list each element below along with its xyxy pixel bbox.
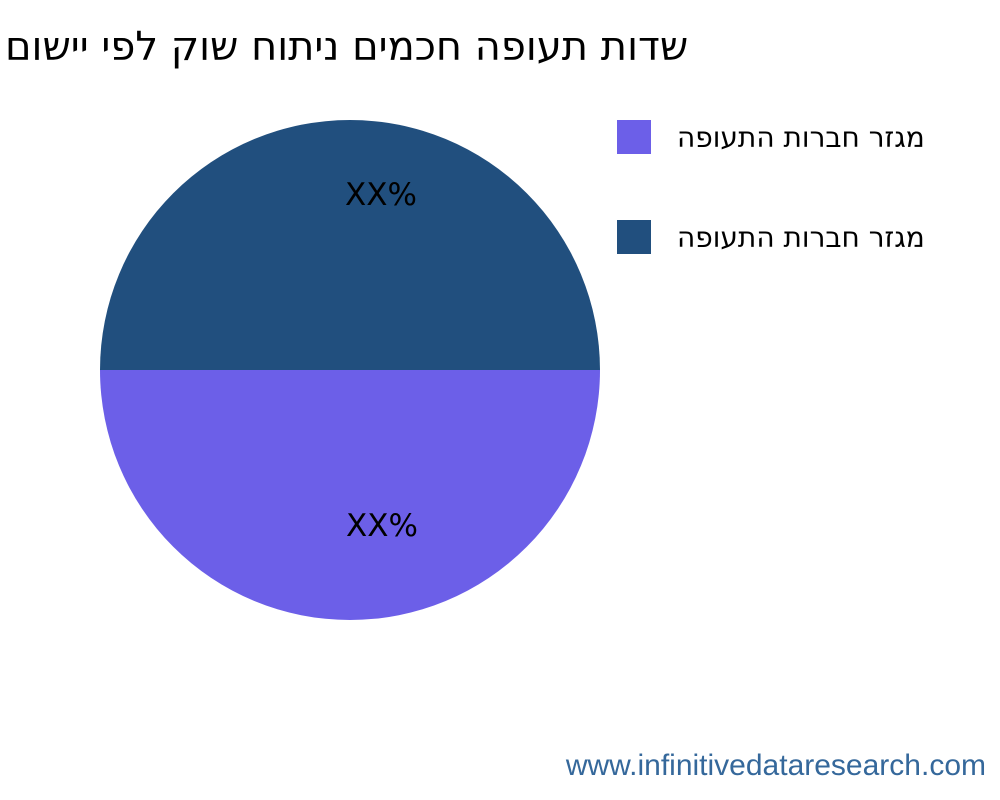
pie-slice-percent-label-top: XX% [345,177,417,213]
legend-item: מגזר חברות התעופה [617,220,925,254]
legend-item: מגזר חברות התעופה [617,120,925,154]
legend: מגזר חברות התעופה מגזר חברות התעופה [617,120,925,254]
chart-title: שדות תעופה חכמים ניתוח שוק לפי יישום [5,24,689,70]
pie-chart: XX% XX% [100,120,600,620]
watermark-website-url: www.infinitivedataresearch.com [565,749,986,782]
pie-slice-percent-label-bottom: XX% [346,508,418,544]
legend-swatch-purple [617,120,651,154]
legend-label: מגזר חברות התעופה [677,120,925,154]
legend-label: מגזר חברות התעופה [677,220,925,254]
legend-swatch-navy [617,220,651,254]
